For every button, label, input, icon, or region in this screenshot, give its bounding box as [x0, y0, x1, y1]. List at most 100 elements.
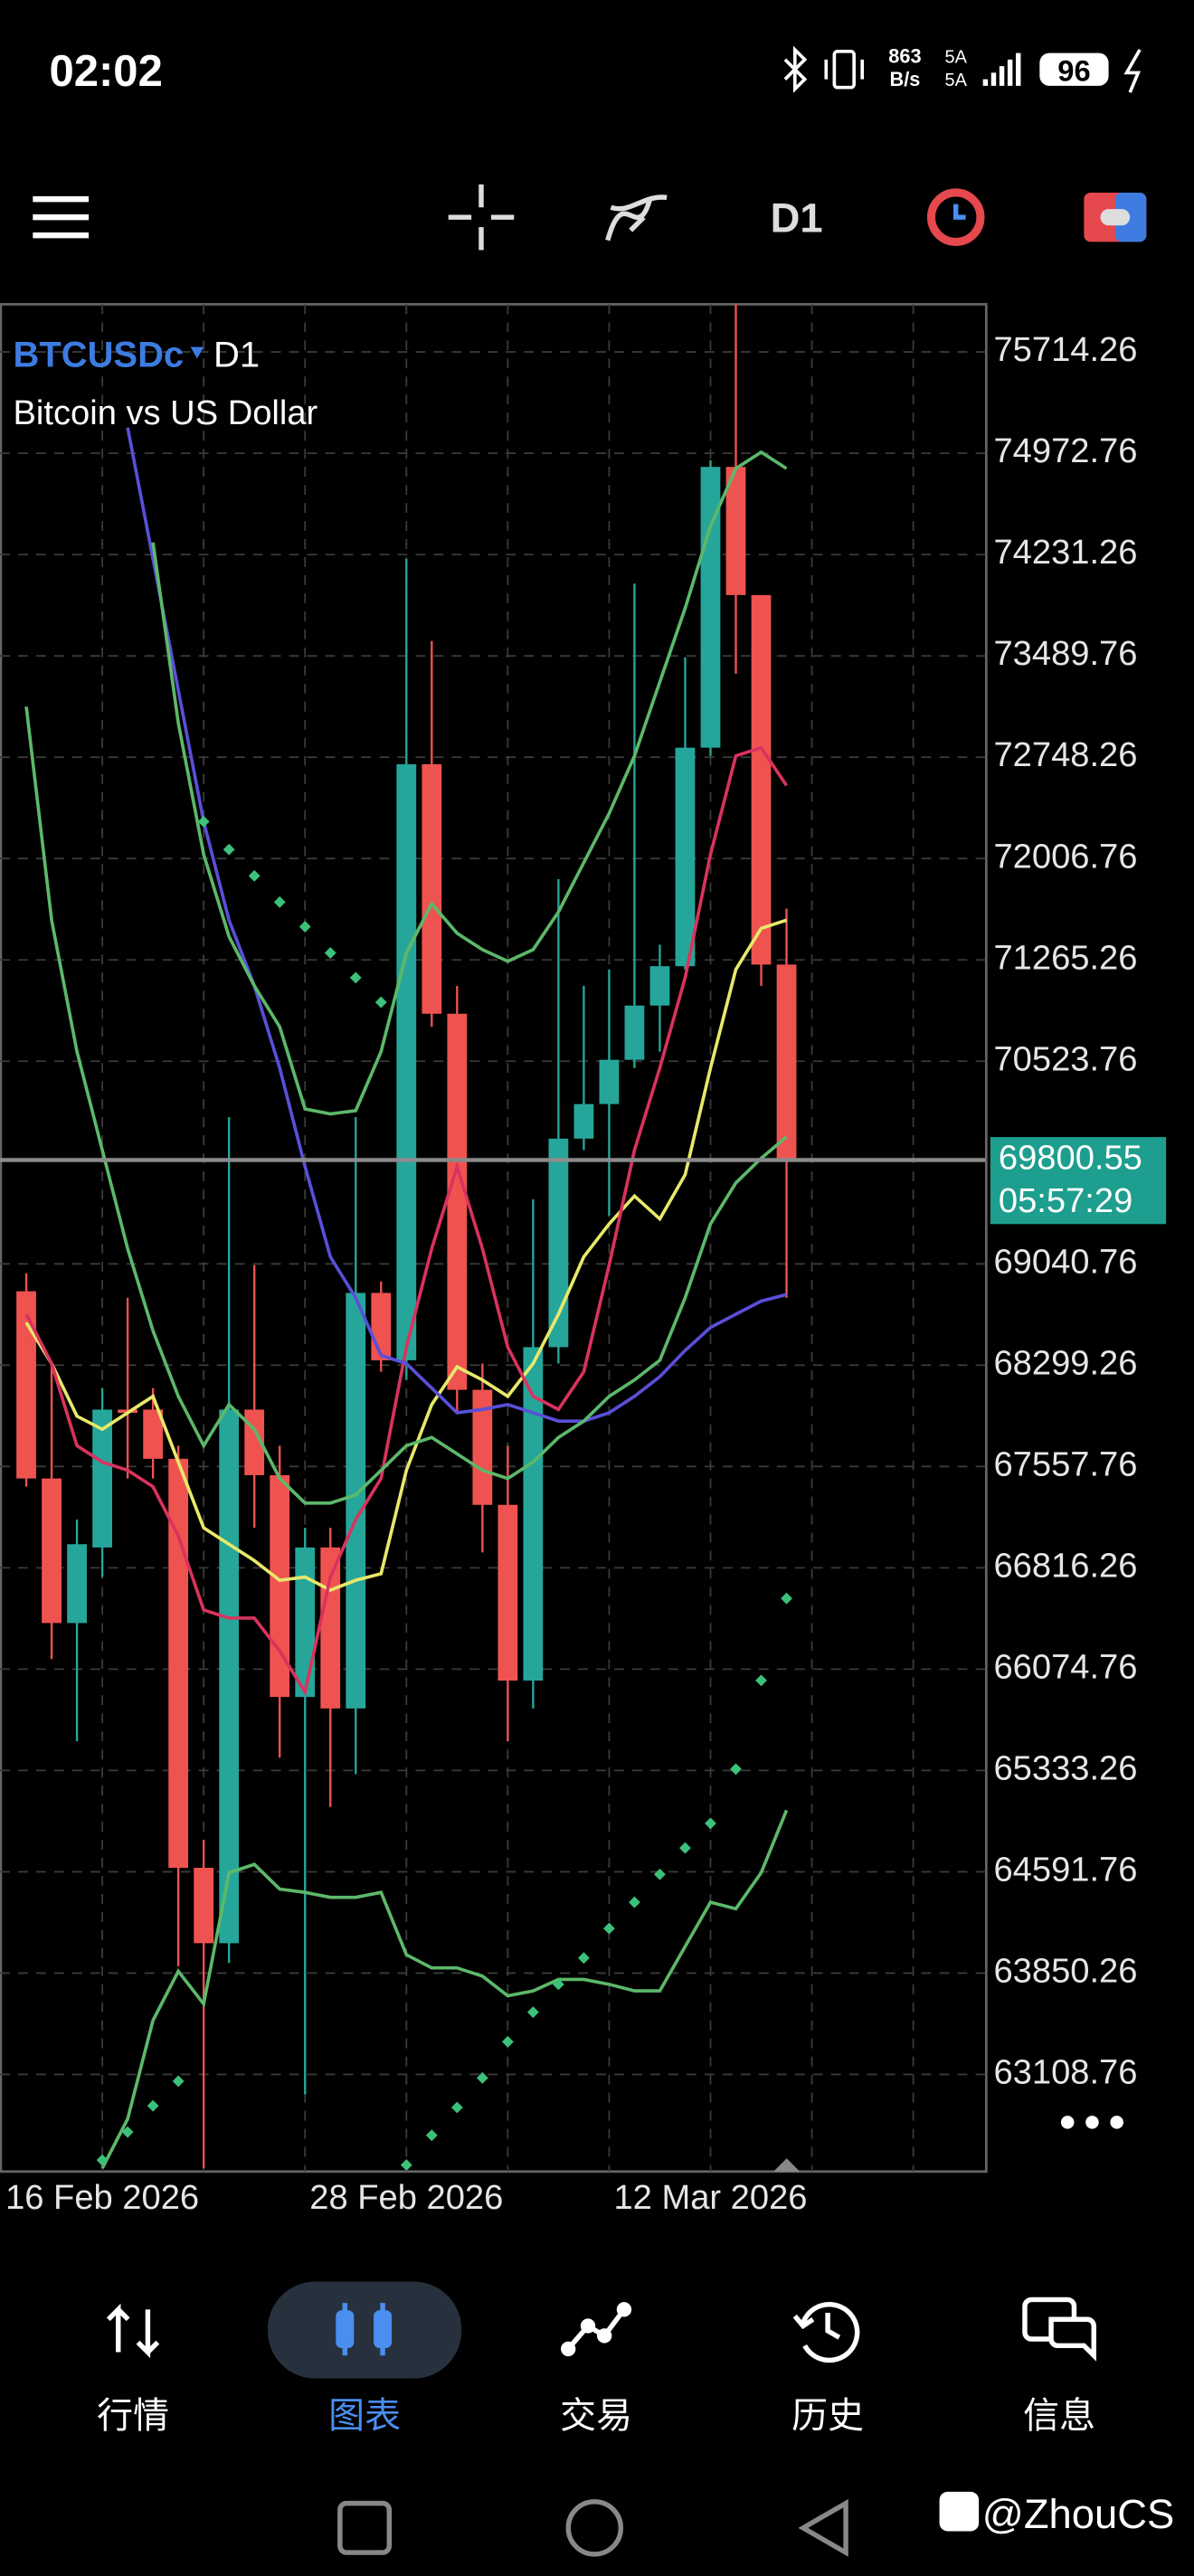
battery-icon	[1039, 52, 1109, 86]
sar-dot	[248, 869, 261, 882]
recents-button[interactable]	[337, 2500, 393, 2555]
nav-tab[interactable]: 信息	[1023, 2396, 1095, 2436]
candle-body	[725, 467, 746, 595]
candle-body	[498, 1504, 518, 1681]
home-button[interactable]	[565, 2499, 624, 2557]
plot-area	[0, 304, 986, 2172]
y-tick-label: 66816.26	[993, 1546, 1137, 1585]
candle-body	[447, 1013, 468, 1390]
indicator-line	[24, 918, 788, 1593]
candle-body	[776, 964, 797, 1160]
y-tick-label: 72006.76	[993, 837, 1137, 876]
y-tick-label: 72748.26	[993, 735, 1137, 774]
y-tick-label: 69040.76	[993, 1242, 1137, 1281]
candle-body	[92, 1409, 112, 1548]
sar-dot	[298, 921, 311, 933]
y-tick-label: 67557.76	[993, 1444, 1137, 1483]
indicator-line	[24, 745, 789, 1697]
charging-icon	[1123, 49, 1142, 93]
active-tab-pill	[267, 2281, 462, 2379]
one-click-button[interactable]	[1084, 192, 1147, 242]
quotes-icon	[106, 2303, 160, 2359]
x-tick-label: 16 Feb 2026	[5, 2178, 199, 2217]
candle-body	[624, 1005, 645, 1060]
x-tick-label: 12 Mar 2026	[613, 2178, 807, 2217]
history-icon	[792, 2302, 860, 2363]
nav-tab[interactable]: 行情	[97, 2396, 169, 2436]
net-speed-unit: B/s	[890, 68, 921, 90]
status-time: 02:02	[49, 47, 162, 96]
symbol-dropdown[interactable]	[190, 346, 204, 359]
y-tick-label: 73489.76	[993, 634, 1137, 673]
y-tick-label: 74231.26	[993, 533, 1137, 572]
candle-body	[649, 966, 670, 1006]
network-type: 5A	[945, 48, 968, 68]
candle-body	[67, 1544, 87, 1624]
candle-body	[295, 1547, 316, 1698]
indicators-button[interactable]	[605, 194, 668, 242]
indicator-line	[24, 706, 788, 1505]
signal-icon	[982, 52, 1021, 86]
menu-button[interactable]	[33, 196, 90, 239]
candle-body	[422, 763, 442, 1014]
status-icons	[783, 45, 1142, 93]
candle-body	[219, 1409, 240, 1944]
watermark: @ZhouCS	[982, 2491, 1175, 2537]
more-button[interactable]	[1060, 2116, 1123, 2129]
messages-icon	[1022, 2297, 1096, 2362]
chart-icon	[336, 2303, 393, 2356]
battery-level: 96	[1057, 53, 1090, 87]
candle-body	[599, 1059, 620, 1104]
candle-body	[548, 1138, 569, 1348]
sar-dot	[223, 843, 235, 856]
y-tick-label: 63108.76	[993, 2053, 1137, 2092]
candle-body	[168, 1458, 189, 1868]
nav-tab[interactable]: 历史	[791, 2396, 864, 2436]
bottom-nav: 行情 图表 交易 历史 信息	[97, 2396, 1095, 2436]
candle-body	[270, 1474, 290, 1698]
y-tick-label: 68299.26	[993, 1343, 1137, 1382]
nav-tab[interactable]: 图表	[328, 2396, 401, 2436]
crosshair-button[interactable]	[448, 184, 515, 251]
vibrate-icon	[832, 49, 856, 90]
y-tick-label: 70523.76	[993, 1039, 1137, 1078]
back-button[interactable]	[798, 2498, 848, 2557]
trade-icon	[561, 2302, 632, 2357]
candle-body	[346, 1293, 366, 1709]
candle-body	[42, 1478, 62, 1624]
sar-dot	[273, 895, 286, 908]
y-tick-label: 75714.26	[993, 330, 1137, 369]
candle-body	[396, 763, 417, 1360]
y-tick-label: 71265.26	[993, 938, 1137, 977]
chart-frame	[0, 303, 988, 2174]
y-tick-label: 64591.76	[993, 1850, 1137, 1889]
candle-body	[573, 1103, 594, 1139]
candle-body	[675, 747, 696, 967]
candle-body	[371, 1293, 392, 1360]
indicator-line	[100, 1809, 789, 2170]
countdown-label: 05:57:29	[999, 1181, 1132, 1220]
vibrate-waves	[824, 59, 865, 80]
y-tick-label: 65333.26	[993, 1748, 1137, 1787]
scroll-marker	[773, 2158, 801, 2172]
net-speed: 863	[888, 45, 921, 68]
trade-clock-button[interactable]	[926, 188, 985, 246]
candle-body	[751, 594, 772, 965]
chart-timeframe: D1	[213, 335, 260, 374]
symbol[interactable]: BTCUSDc	[14, 335, 185, 374]
watermark-icon	[939, 2491, 980, 2532]
y-tick-label: 74972.76	[993, 431, 1137, 470]
sar-dot	[197, 815, 210, 828]
nav-tab[interactable]: 交易	[560, 2396, 632, 2436]
network-type: 5A	[945, 71, 968, 90]
bluetooth-icon	[783, 45, 808, 93]
candle-body	[472, 1389, 493, 1505]
current-price-label: 69800.55	[999, 1139, 1142, 1178]
timeframe-button[interactable]: D1	[771, 195, 823, 242]
axes: 75714.26 74972.76 74231.26 73489.76 72748.26…	[5, 330, 1167, 2217]
x-tick-label: 28 Feb 2026	[309, 2178, 503, 2217]
y-tick-label: 66074.76	[993, 1647, 1137, 1686]
candle-body	[523, 1347, 544, 1681]
